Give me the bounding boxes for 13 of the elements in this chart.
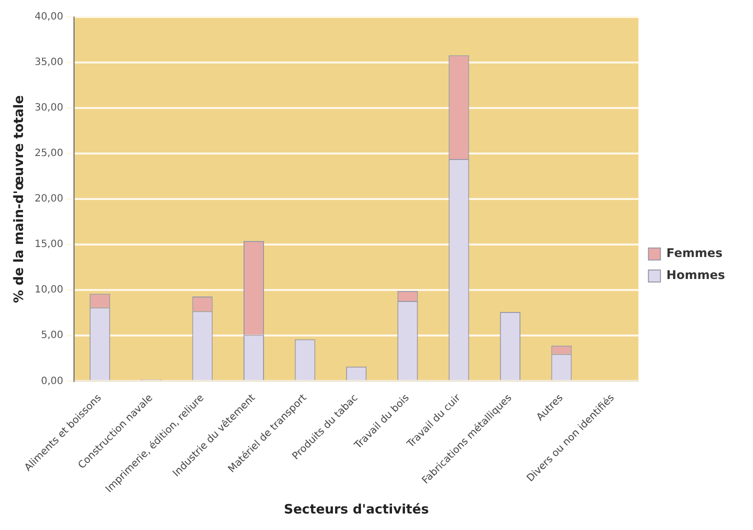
y-axis-title: % de la main-d'œuvre totale [12,95,28,303]
y-tick-label: 40,00 [34,12,64,23]
y-tick-label: 10,00 [34,284,64,296]
legend-label: Femmes [666,246,723,260]
y-tick-label: 35,00 [34,57,64,68]
x-axis-title: Secteurs d'activités [284,502,430,518]
y-tick-label: 30,00 [34,102,64,114]
y-tick-label: 20,00 [34,194,64,205]
y-tick-label: 5,00 [40,330,64,342]
legend-label: Hommes [666,268,725,282]
y-tick-label: 15,00 [34,239,64,250]
y-tick-label: 0,00 [40,376,64,387]
y-tick-label: 25,00 [34,148,64,160]
